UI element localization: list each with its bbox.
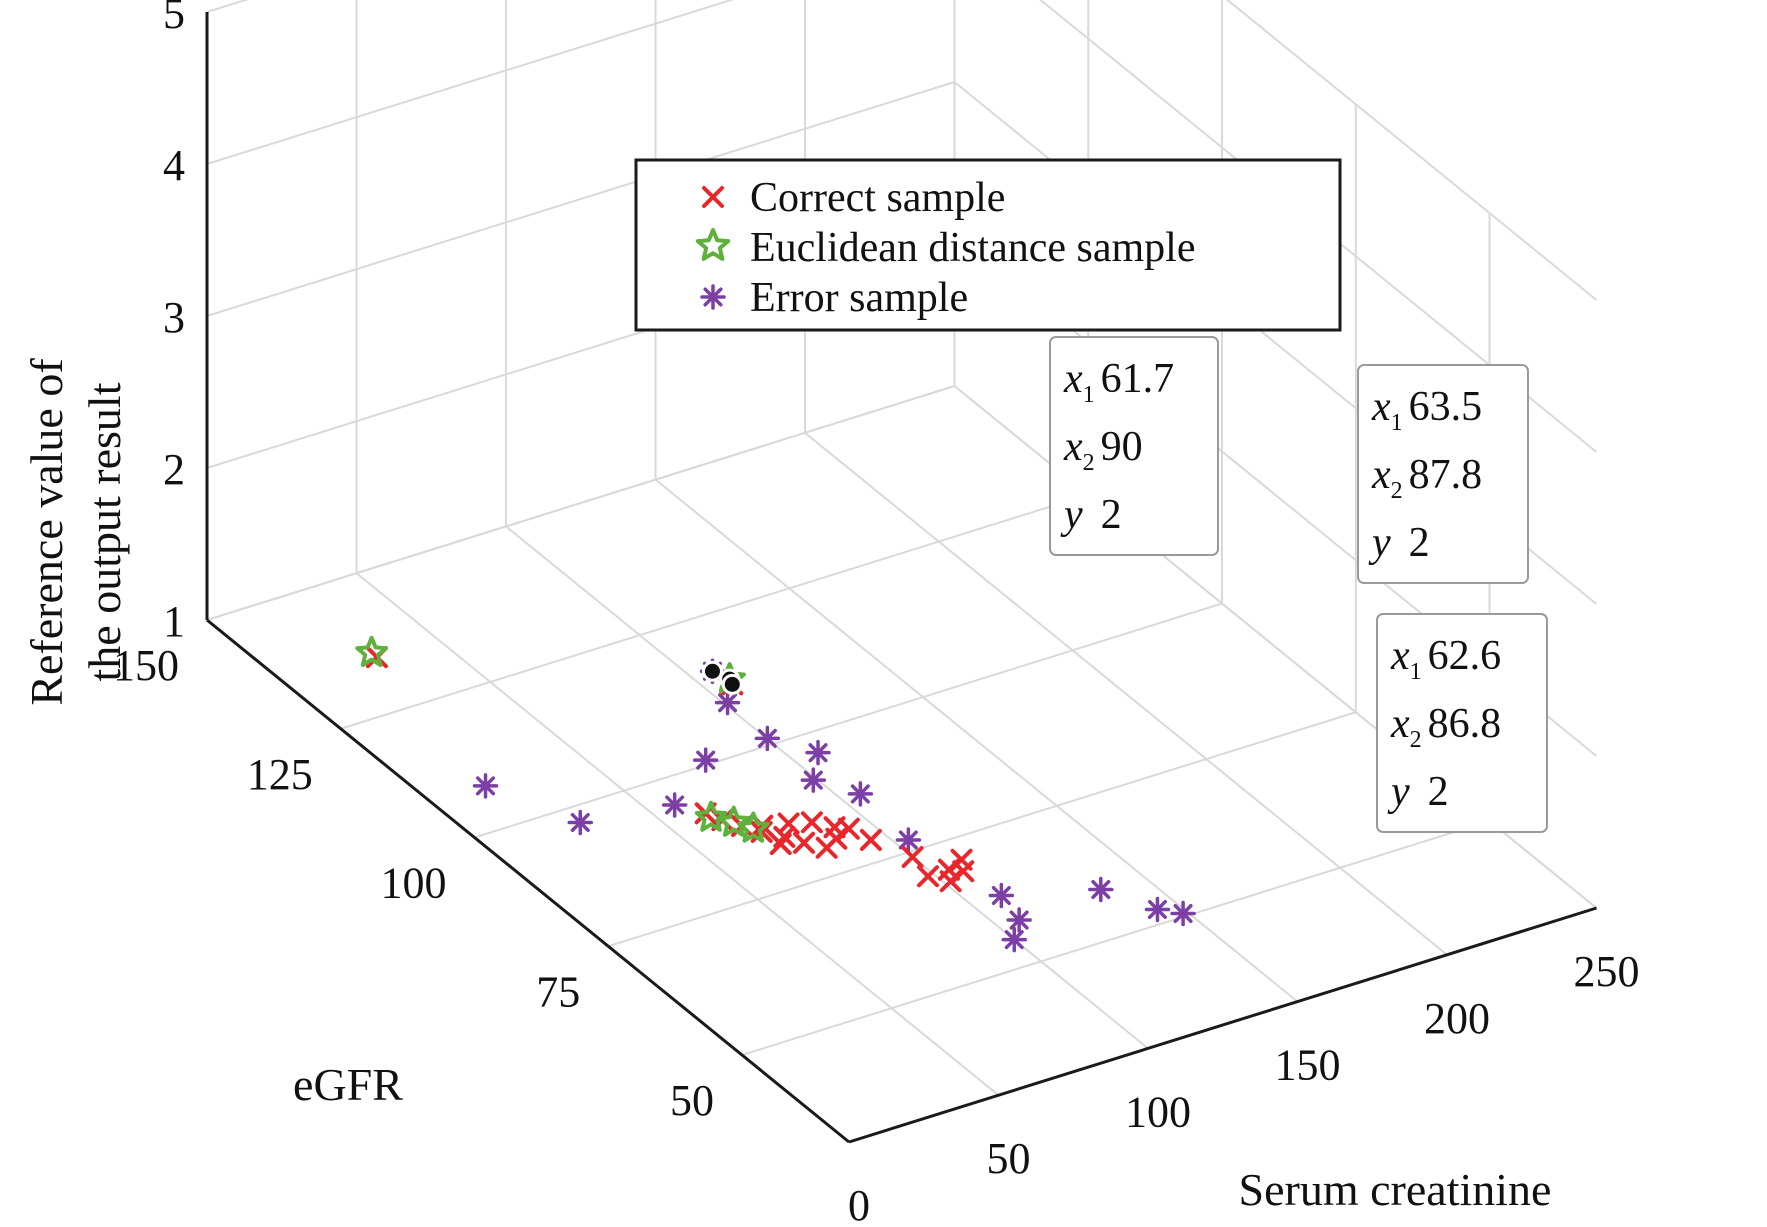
data-tips: x1 61.7 x2 90 y 2 x1 63.5 x2 87.8 y 2 x1 62.6 x2 86.8 y 2	[701, 336, 1548, 833]
data-points	[355, 635, 1453, 953]
euclidean-sample-point	[694, 800, 728, 832]
legend-cross	[702, 186, 724, 208]
error-sample-point	[714, 689, 741, 716]
error-sample-point	[1001, 926, 1027, 953]
legend-marker-star-icon	[695, 228, 731, 261]
floor-grid-line	[607, 711, 1357, 948]
correct-sample-point	[777, 812, 800, 835]
legend-label-correct: Correct sample	[750, 175, 1005, 221]
correct-sample-point	[837, 817, 860, 840]
datatip-box	[1357, 364, 1529, 584]
x-axis-label: Serum creatinine	[1239, 1164, 1552, 1215]
z-tick-label: 5	[163, 0, 185, 38]
legend-box	[634, 158, 1342, 332]
error-sample-point	[567, 809, 593, 836]
x-tick-label: 0	[848, 1181, 870, 1227]
error-sample-point	[1144, 896, 1171, 923]
back-wall-grid-line	[206, 0, 249, 13]
y-axis-label: eGFR	[293, 1059, 403, 1110]
x-tick-label: 50	[987, 1134, 1031, 1183]
axes-frame	[205, 12, 1597, 1144]
y-axis-line	[206, 618, 850, 1144]
z-tick-label: 4	[163, 141, 185, 190]
error-sample-point	[661, 792, 688, 818]
error-sample-point	[472, 773, 499, 799]
y-tick-label: 125	[247, 750, 313, 799]
legend-label-euclidean: Euclidean distance sample	[750, 225, 1196, 271]
legend-asterisk	[700, 284, 726, 310]
x-tick-label: 200	[1424, 994, 1490, 1043]
floor-grid-line	[340, 493, 1089, 730]
legend-label-error: Error sample	[750, 275, 968, 321]
side-wall-grid-line	[1225, 0, 1598, 301]
correct-sample-point	[859, 828, 882, 851]
datatip-row: x1 62.6	[1390, 633, 1501, 685]
euclidean-sample-point	[717, 805, 750, 837]
datatip-row: x2 90	[1063, 424, 1143, 476]
legend-entry-euclidean: Euclidean distance sample	[695, 225, 1196, 271]
datatip-2: x1 63.5 x2 87.8 y 2	[719, 364, 1529, 690]
correct-sample-point	[901, 846, 924, 868]
datatip-box	[1376, 613, 1548, 833]
error-sample-point	[800, 767, 827, 793]
datatip-marker	[721, 673, 743, 695]
error-sample-point	[895, 827, 922, 853]
correct-sample-point	[800, 811, 823, 834]
legend-star	[695, 228, 731, 261]
datatip-marker	[701, 660, 723, 682]
y-tick-label: 150	[113, 641, 179, 690]
z-axis-label-line-1: Reference value of	[21, 358, 72, 706]
z-tick-label: 3	[163, 293, 185, 342]
y-tick-label: 75	[536, 967, 580, 1016]
euclidean-sample-point	[737, 811, 770, 843]
back-wall-grid-line	[206, 0, 735, 165]
floor-grid-line	[474, 602, 1223, 839]
x-tick-label: 250	[1574, 947, 1640, 996]
z-tick-label: 1	[163, 597, 185, 646]
error-sample-point	[1170, 900, 1196, 927]
legend-entry-error: Error sample	[700, 275, 968, 321]
x-axis-line	[848, 906, 1597, 1144]
datatip-box	[1049, 336, 1219, 556]
floor-grid-line	[505, 525, 1149, 1050]
correct-sample-point	[950, 848, 973, 871]
datatip-row: x1 63.5	[1371, 384, 1482, 436]
legend-marker-cross-icon	[702, 186, 724, 208]
y-tick-label: 50	[670, 1076, 714, 1125]
datatip-row: x2 87.8	[1371, 452, 1482, 504]
back-wall-grid-line	[206, 81, 955, 317]
legend: Correct sample Euclidean distance sample…	[634, 158, 1342, 332]
euclidean-sample-point	[355, 635, 388, 667]
datatip-row: x2 86.8	[1390, 701, 1501, 753]
correct-sample-point	[917, 865, 940, 888]
legend-entry-correct: Correct sample	[702, 175, 1005, 221]
z-tick-label: 2	[163, 445, 185, 494]
correct-sample-point	[773, 825, 796, 848]
error-sample-point	[754, 725, 781, 752]
floor-grid-line	[654, 478, 1299, 1003]
x-tick-label: 150	[1275, 1041, 1341, 1090]
error-sample-point	[1006, 907, 1032, 933]
datatip-row: x1 61.7	[1063, 356, 1174, 408]
correct-sample-point	[793, 831, 816, 854]
datatip-3: x1 62.6 x2 86.8 y 2	[721, 613, 1548, 833]
error-sample-point	[988, 882, 1015, 909]
error-sample-point	[805, 739, 831, 766]
error-sample-point	[847, 781, 874, 807]
x-tick-label: 100	[1125, 1087, 1191, 1136]
error-sample-point	[1088, 876, 1114, 903]
floor-grid-line	[741, 820, 1490, 1056]
z-axis-label-line-2: the output result	[79, 382, 130, 681]
legend-marker-asterisk-icon	[700, 284, 726, 310]
back-wall-grid-line	[206, 385, 955, 621]
y-tick-label: 100	[381, 859, 447, 908]
error-sample-point	[692, 747, 719, 773]
datatip-1: x1 61.7 x2 90 y 2	[701, 336, 1219, 682]
